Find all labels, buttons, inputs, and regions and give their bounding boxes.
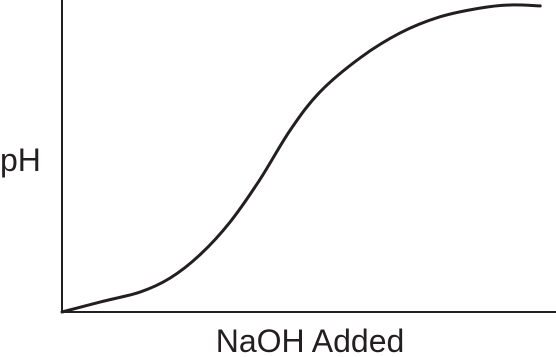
data-line xyxy=(60,3,542,314)
x-axis-label: NaOH Added xyxy=(216,323,405,357)
y-axis-label: pH xyxy=(0,142,41,178)
